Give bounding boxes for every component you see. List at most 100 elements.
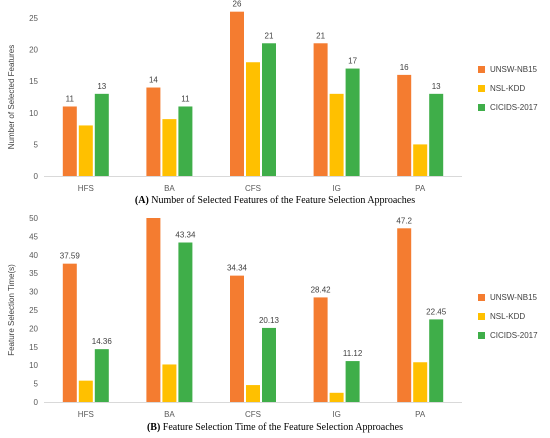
bar-cicids-2017-cfs (262, 43, 276, 176)
bar-nsl-kdd-pa (413, 362, 428, 402)
data-label: 34.34 (227, 264, 248, 273)
data-label: 28.42 (311, 285, 332, 294)
legend-entry: CICIDS-2017 (490, 103, 538, 112)
legend-entry: NSL-KDD (490, 84, 525, 93)
figure-caption: (B) Feature Selection Time of the Featur… (147, 422, 403, 433)
y-tick-label: 25 (29, 14, 38, 23)
legend-entry: CICIDS-2017 (490, 331, 538, 340)
figure-caption: (A) Number of Selected Features of the F… (135, 195, 415, 206)
bar-nsl-kdd-hfs (78, 125, 93, 176)
y-tick-label: 15 (29, 77, 38, 86)
y-axis-label: Number of Selected Features (7, 45, 16, 150)
legend-swatch (478, 85, 485, 92)
x-tick-label: HFS (78, 184, 94, 193)
data-label: 11 (181, 94, 190, 103)
data-label: 11 (66, 94, 75, 103)
bar-nsl-kdd-ig (329, 392, 344, 402)
bar-unsw-nb15-ig (313, 43, 328, 176)
data-label: 47.2 (396, 216, 412, 225)
data-label: 14 (149, 76, 158, 85)
y-axis-label: Feature Selection Time(s) (7, 264, 16, 356)
caption-text: Number of Selected Features of the Featu… (151, 195, 415, 206)
y-tick-label: 45 (29, 232, 38, 241)
data-label: 21 (316, 31, 325, 40)
caption-text: Feature Selection Time of the Feature Se… (163, 422, 403, 433)
x-tick-label: CFS (245, 410, 261, 419)
data-label: 43.34 (175, 231, 196, 240)
bar-cicids-2017-ig (345, 68, 360, 176)
x-tick-label: HFS (78, 410, 94, 419)
bar-cicids-2017-ba (178, 106, 193, 176)
bar-unsw-nb15-ba (146, 87, 161, 176)
data-label: 17 (348, 57, 357, 66)
bar-cicids-2017-hfs (94, 349, 109, 402)
data-label: 16 (400, 63, 409, 72)
bar-unsw-nb15-hfs (62, 106, 77, 176)
legend-swatch (478, 313, 485, 320)
bar-unsw-nb15-cfs (230, 275, 244, 402)
y-tick-label: 35 (29, 269, 38, 278)
y-tick-label: 15 (29, 343, 38, 352)
legend-swatch (478, 294, 485, 301)
legend-swatch (478, 332, 485, 339)
legend-entry: NSL-KDD (490, 312, 525, 321)
data-label: 22.45 (426, 307, 447, 316)
bar-nsl-kdd-cfs (246, 385, 260, 402)
bar-nsl-kdd-pa (413, 144, 428, 176)
bar-cicids-2017-cfs (262, 327, 276, 402)
y-tick-label: 0 (34, 398, 39, 407)
x-tick-label: IG (332, 184, 340, 193)
bar-cicids-2017-hfs (94, 93, 109, 176)
y-tick-label: 0 (34, 172, 39, 181)
data-label: 20.13 (259, 316, 280, 325)
x-tick-label: BA (164, 184, 175, 193)
bar-unsw-nb15-pa (397, 228, 412, 402)
data-label: 14.36 (92, 337, 113, 346)
bar-nsl-kdd-ig (329, 93, 344, 176)
bar-nsl-kdd-hfs (78, 380, 93, 402)
x-tick-label: BA (164, 410, 175, 419)
y-tick-label: 20 (29, 46, 38, 55)
data-label: 21 (265, 31, 274, 40)
x-tick-label: IG (332, 410, 340, 419)
data-label: 13 (97, 82, 106, 91)
chart-panel-a: 0 5 10 15 20 25 Number of Selected Features 11 1… (7, 0, 538, 206)
bar-unsw-nb15-pa (397, 74, 412, 176)
y-tick-label: 20 (29, 324, 38, 333)
bar-unsw-nb15-cfs (230, 11, 244, 177)
x-tick-label: CFS (245, 184, 261, 193)
legend-entry: UNSW-NB15 (490, 65, 538, 74)
y-tick-label: 10 (29, 109, 38, 118)
legend-entry: UNSW-NB15 (490, 293, 538, 302)
x-tick-label: PA (415, 410, 426, 419)
y-tick-label: 40 (29, 251, 38, 260)
bar-cicids-2017-pa (429, 93, 444, 176)
data-label: 11.12 (343, 349, 363, 358)
y-tick-label: 10 (29, 361, 38, 370)
data-label: 26 (233, 0, 242, 9)
y-tick-label: 5 (34, 140, 39, 149)
bar-nsl-kdd-ba (162, 119, 177, 176)
bar-cicids-2017-pa (429, 319, 444, 402)
caption-tag: (B) (147, 422, 163, 433)
bar-unsw-nb15-ba (146, 218, 161, 402)
bar-nsl-kdd-cfs (246, 62, 260, 176)
bar-unsw-nb15-hfs (62, 263, 77, 402)
bar-nsl-kdd-ba (162, 364, 177, 402)
data-label: 13 (432, 82, 441, 91)
data-label: 37.59 (60, 252, 81, 261)
y-tick-label: 5 (34, 380, 39, 389)
legend-swatch (478, 66, 485, 73)
x-tick-label: PA (415, 184, 426, 193)
chart-panel-b: 0 5 10 15 20 25 30 35 40 45 50 Feature Selection Ti… (7, 214, 538, 433)
y-tick-label: 25 (29, 306, 38, 315)
caption-tag: (A) (135, 195, 151, 206)
bar-cicids-2017-ig (345, 361, 360, 402)
y-tick-label: 50 (29, 214, 38, 223)
bar-cicids-2017-ba (178, 242, 193, 402)
legend-swatch (478, 104, 485, 111)
y-tick-label: 30 (29, 288, 38, 297)
bar-unsw-nb15-ig (313, 297, 328, 402)
